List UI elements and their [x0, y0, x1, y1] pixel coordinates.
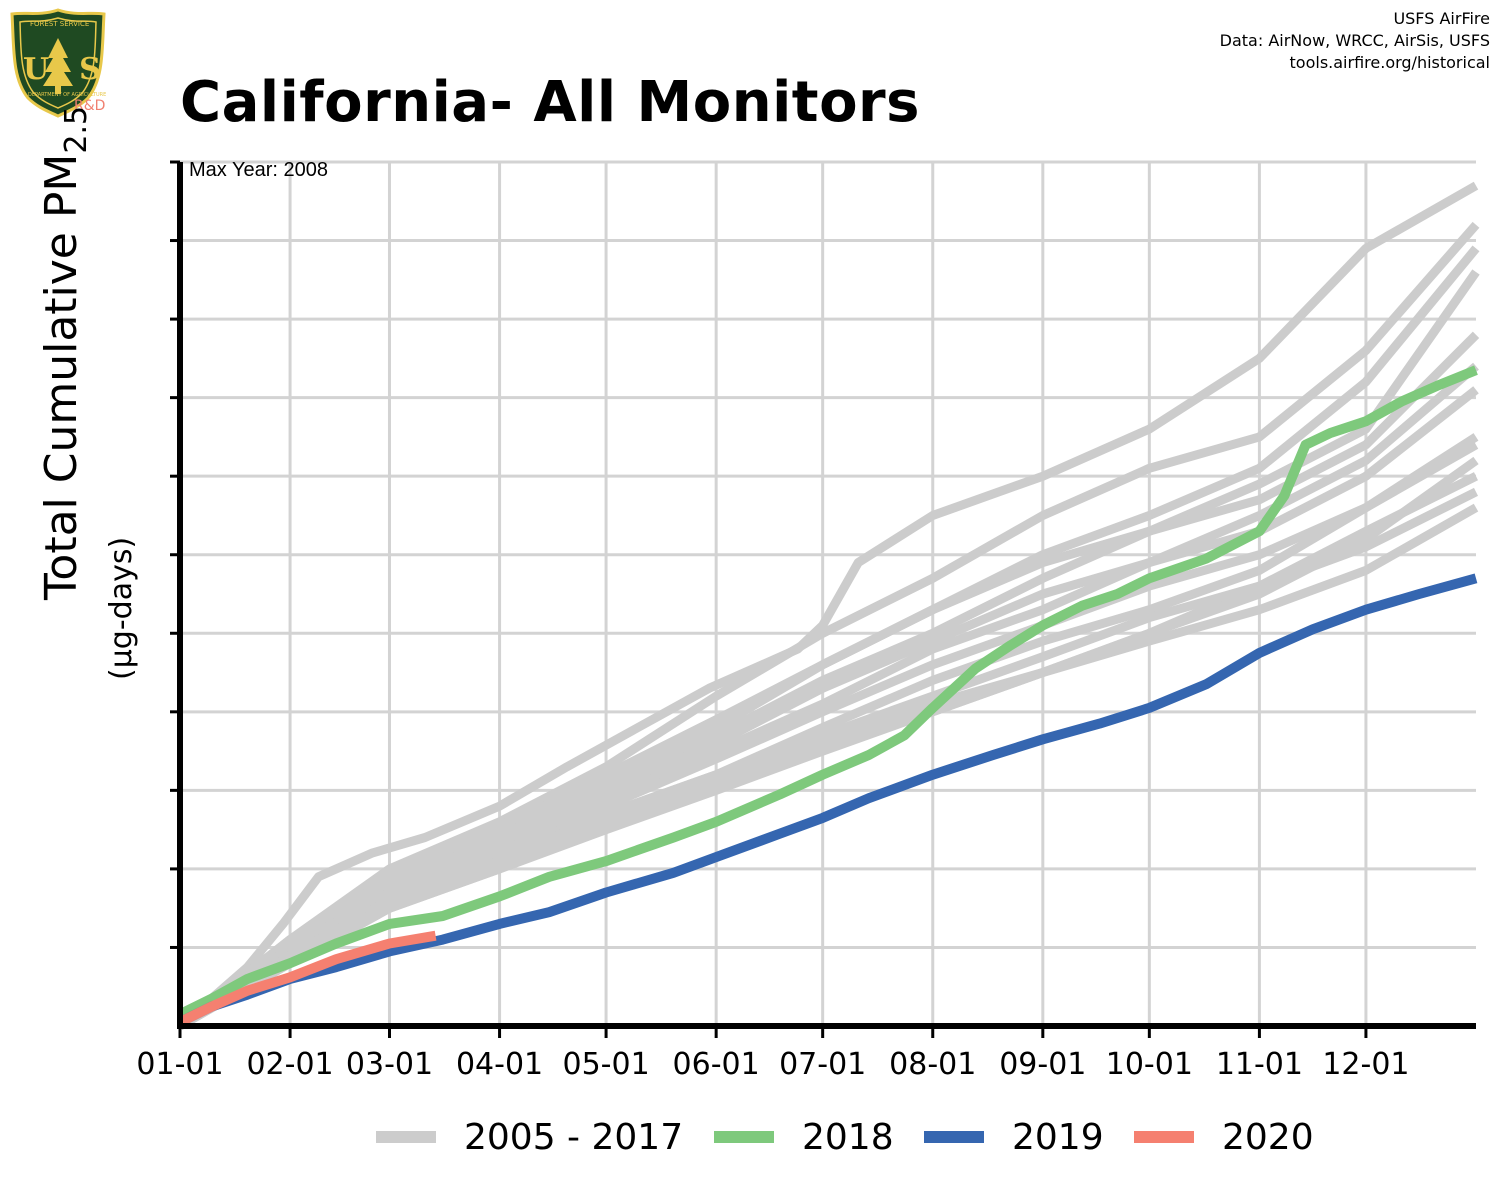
credit-line: tools.airfire.org/historical	[1289, 53, 1490, 72]
y-axis-label-text: Total Cumulative PM	[36, 153, 87, 600]
usfs-shield-icon	[10, 8, 106, 118]
y-axis-units: (µg-days)	[104, 536, 139, 680]
x-tick-label: 09-01	[999, 1047, 1086, 1082]
credit-line: USFS AirFire	[1393, 9, 1490, 28]
series-line-historical	[177, 221, 1480, 1030]
legend-swatch	[714, 1131, 774, 1143]
x-tick-label: 04-01	[456, 1047, 543, 1082]
legend-item-historical: 2005 - 2017	[376, 1112, 683, 1162]
rd-badge: R&D	[74, 98, 106, 114]
x-tick-label: 08-01	[889, 1047, 976, 1082]
y-axis-label-subscript: 2.5	[59, 105, 94, 154]
legend-item-2020: 2020	[1134, 1112, 1314, 1162]
x-tick-label: 11-01	[1216, 1047, 1303, 1082]
y-axis-label: Total Cumulative PM2.5	[36, 106, 94, 600]
x-tick-label: 07-01	[779, 1047, 866, 1082]
x-tick-label: 01-01	[136, 1047, 223, 1082]
series-line-historical	[177, 362, 1479, 1030]
legend: 2005 - 2017 2018 2019 2020	[0, 1112, 1500, 1162]
series-line-historical	[177, 181, 1479, 1030]
logo-bottom-text: DEPARTMENT OF AGRICULTURE	[28, 92, 107, 98]
credit-line: Data: AirNow, WRCC, AirSis, USFS	[1219, 31, 1490, 50]
series-line-y2020	[177, 930, 437, 1027]
legend-swatch	[924, 1131, 984, 1143]
legend-item-2019: 2019	[924, 1112, 1104, 1162]
series-line-historical	[177, 331, 1480, 1030]
logo-center-text: US	[23, 52, 131, 87]
logo-top-text: FOREST SERVICE	[30, 20, 90, 28]
x-tick-label: 03-01	[346, 1047, 433, 1082]
x-tick-label: 05-01	[562, 1047, 649, 1082]
legend-label: 2005 - 2017	[464, 1116, 684, 1158]
series-line-y2019	[177, 573, 1478, 1027]
legend-swatch	[1134, 1131, 1194, 1143]
chart-title: California- All Monitors	[180, 70, 920, 135]
legend-item-2018: 2018	[714, 1112, 894, 1162]
legend-label: 2019	[1012, 1116, 1104, 1158]
max-year-annotation: Max Year: 2008	[189, 159, 328, 181]
x-tick-label: 10-01	[1106, 1047, 1193, 1082]
legend-label: 2020	[1222, 1116, 1314, 1158]
legend-label: 2018	[802, 1116, 894, 1158]
credits: USFS AirFire Data: AirNow, WRCC, AirSis,…	[1220, 8, 1490, 74]
x-tick-label: 12-01	[1322, 1047, 1409, 1082]
x-tick-label: 02-01	[246, 1047, 333, 1082]
usfs-logo: FOREST SERVICE US DEPARTMENT OF AGRICULT…	[8, 8, 108, 118]
x-tick-label: 06-01	[673, 1047, 760, 1082]
legend-swatch	[376, 1131, 436, 1143]
series-line-y2018	[177, 365, 1478, 1019]
series-line-historical	[177, 487, 1479, 1030]
